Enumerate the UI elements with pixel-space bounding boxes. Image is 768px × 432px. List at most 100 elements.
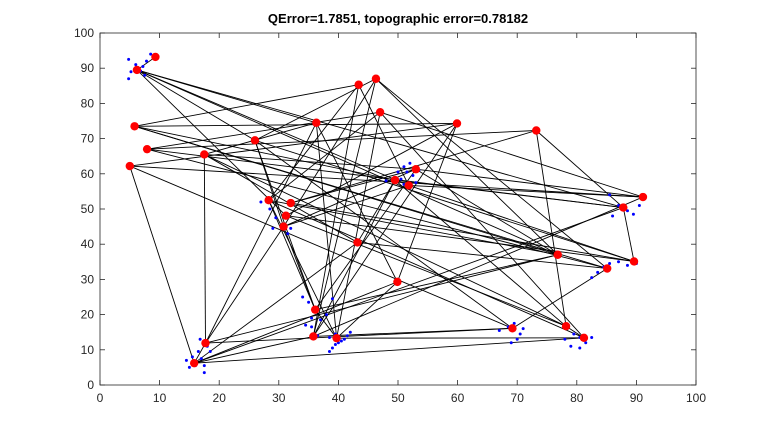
neuron-edge	[204, 154, 567, 327]
data-point	[590, 335, 594, 339]
neuron-marker	[354, 80, 363, 89]
data-point	[411, 174, 415, 178]
neuron-edge	[205, 226, 284, 344]
data-point	[509, 341, 513, 345]
data-point	[208, 350, 212, 354]
ticks-layer: 0 10 20 30 40 50 60 70 80 90 100 0 10 20 30 40 50 60 70 80 9…	[74, 26, 706, 405]
data-point	[149, 52, 153, 56]
neurons-layer	[125, 52, 648, 368]
neuron-edge	[408, 184, 643, 198]
neuron-edge	[379, 111, 585, 339]
data-point	[637, 203, 641, 207]
neuron-marker	[151, 52, 160, 62]
data-point	[512, 321, 516, 325]
neuron-marker	[310, 305, 320, 314]
neuron-edge	[375, 78, 608, 269]
y-tick-label: 40	[81, 237, 95, 251]
data-point	[330, 297, 334, 301]
neuron-edge	[129, 165, 195, 364]
x-tick-label: 50	[391, 391, 405, 405]
neuron-edge	[315, 254, 558, 311]
neuron-marker	[332, 333, 341, 343]
data-point	[259, 200, 263, 204]
data-point	[590, 276, 594, 280]
neuron-marker	[508, 324, 517, 333]
data-point	[333, 343, 337, 347]
neuron-edge	[415, 168, 558, 256]
data-point	[625, 263, 629, 267]
neuron-edge	[285, 215, 635, 262]
neuron-marker	[189, 358, 199, 368]
data-point	[578, 346, 582, 350]
data-point	[408, 161, 412, 165]
neuron-marker	[390, 175, 400, 185]
edges-layer	[129, 56, 644, 364]
data-point	[572, 332, 576, 336]
neuron-marker	[142, 144, 152, 154]
neuron-edge	[336, 281, 398, 339]
neuron-marker	[286, 198, 295, 208]
data-point	[327, 350, 331, 354]
y-tick-label: 80	[81, 96, 95, 110]
data-point	[198, 337, 202, 341]
neuron-marker	[130, 122, 139, 131]
neuron-edge	[408, 184, 635, 262]
neuron-edge	[204, 153, 416, 170]
y-tick-label: 100	[74, 26, 94, 40]
neuron-edge	[268, 199, 585, 339]
neuron-marker	[279, 222, 288, 231]
neuron-edge	[357, 241, 608, 269]
data-point	[608, 193, 612, 197]
x-tick-label: 0	[97, 391, 104, 405]
data-point	[399, 177, 403, 181]
neuron-edge	[379, 111, 644, 198]
neuron-edge	[415, 168, 644, 198]
data-point	[617, 260, 621, 264]
neuron-marker	[371, 74, 381, 83]
neuron-marker	[201, 338, 210, 348]
data-point	[327, 335, 331, 339]
data-point	[301, 295, 305, 299]
data-point	[396, 170, 400, 174]
neuron-edge	[357, 179, 396, 243]
x-tick-label: 90	[630, 391, 644, 405]
data-point	[608, 262, 612, 266]
neuron-edge	[129, 123, 458, 167]
data-point	[202, 364, 206, 368]
y-tick-label: 50	[81, 202, 95, 216]
data-point	[196, 350, 200, 354]
neuron-edge	[315, 122, 338, 339]
data-point	[631, 212, 635, 216]
x-tick-label: 20	[213, 391, 227, 405]
neuron-edge	[136, 69, 558, 256]
neuron-marker	[561, 322, 571, 331]
data-point	[330, 346, 334, 350]
neuron-edge	[312, 78, 377, 337]
neuron-edge	[314, 309, 337, 339]
neuron-edge	[136, 69, 287, 217]
data-point	[339, 339, 343, 343]
data-point	[319, 318, 323, 322]
neuron-marker	[250, 136, 260, 145]
neuron-edge	[312, 123, 458, 337]
data-point	[596, 270, 600, 274]
data-point	[134, 63, 138, 67]
x-tick-label: 40	[332, 391, 346, 405]
neuron-edge	[254, 139, 513, 329]
data-point	[144, 59, 148, 63]
data-point	[187, 365, 191, 369]
neuron-edge	[535, 130, 567, 327]
neuron-edge	[290, 168, 416, 204]
neuron-marker	[411, 165, 421, 174]
data-point	[310, 325, 314, 329]
data-point	[199, 357, 203, 361]
data-point	[515, 337, 519, 341]
data-point	[518, 332, 522, 336]
data-point	[304, 323, 308, 327]
neuron-edge	[203, 154, 206, 344]
data-point	[402, 165, 406, 169]
y-tick-label: 20	[81, 308, 95, 322]
x-tick-label: 100	[686, 391, 706, 405]
neuron-edge	[194, 281, 398, 364]
